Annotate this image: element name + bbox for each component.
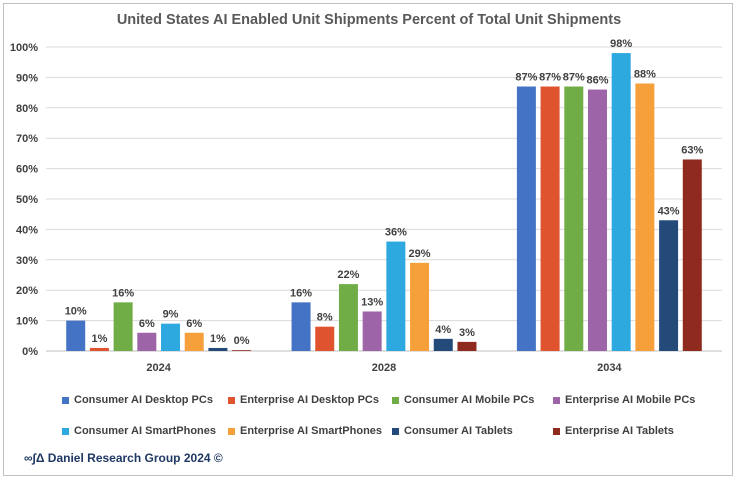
legend-swatch — [62, 427, 69, 435]
chart-frame — [3, 3, 733, 476]
bar — [232, 350, 252, 351]
x-tick-label: 2034 — [597, 362, 622, 374]
bar — [208, 347, 228, 351]
legend-label: Consumer AI Desktop PCs — [74, 394, 213, 406]
bar — [540, 86, 560, 352]
bar — [315, 326, 335, 351]
y-tick-label: 80% — [16, 103, 38, 115]
data-label: 1% — [210, 333, 226, 345]
legend-label: Enterprise AI SmartPhones — [240, 425, 383, 437]
bar — [564, 86, 584, 352]
bar — [516, 86, 536, 352]
y-tick-label: 50% — [16, 194, 38, 206]
data-label: 86% — [586, 75, 608, 87]
bar — [89, 347, 109, 351]
bar — [184, 332, 204, 351]
data-label: 4% — [435, 324, 451, 336]
data-label: 87% — [563, 72, 585, 84]
copyright-footer: ∞∫Δ Daniel Research Group 2024 © — [24, 451, 223, 465]
legend-item: Enterprise AI SmartPhones — [228, 424, 382, 438]
bar — [587, 89, 607, 351]
y-tick-label: 100% — [10, 42, 38, 54]
bar — [137, 332, 157, 351]
x-tick-label: 2024 — [146, 362, 171, 374]
data-label: 63% — [681, 144, 703, 156]
bar — [611, 53, 631, 352]
bar — [457, 341, 477, 351]
data-label: 88% — [634, 68, 656, 80]
data-label: 1% — [91, 333, 107, 345]
bar — [386, 241, 406, 351]
legend-item: Consumer AI Mobile PCs — [392, 393, 534, 407]
bar — [635, 83, 655, 351]
data-label: 98% — [610, 38, 632, 50]
bar — [659, 220, 679, 351]
data-label: 10% — [65, 306, 87, 318]
legend-label: Enterprise AI Tablets — [565, 425, 674, 437]
bar — [410, 262, 430, 351]
bar — [161, 323, 181, 351]
legend-swatch — [228, 396, 235, 404]
legend-label: Enterprise AI Mobile PCs — [565, 394, 696, 406]
y-tick-label: 30% — [16, 255, 38, 267]
legend-label: Consumer AI Mobile PCs — [404, 394, 535, 406]
y-tick-label: 90% — [16, 72, 38, 84]
data-label: 8% — [317, 312, 333, 324]
data-label: 43% — [658, 205, 680, 217]
legend-swatch — [553, 427, 560, 435]
legend-label: Consumer AI SmartPhones — [74, 425, 217, 437]
bar — [433, 338, 453, 351]
data-label: 16% — [112, 287, 134, 299]
legend-item: Enterprise AI Mobile PCs — [553, 393, 695, 407]
legend-item: Consumer AI SmartPhones — [62, 424, 216, 438]
y-tick-label: 60% — [16, 164, 38, 176]
legend-item: Enterprise AI Desktop PCs — [228, 393, 379, 407]
legend-swatch — [228, 427, 235, 435]
chart-title: United States AI Enabled Unit Shipments … — [116, 12, 622, 28]
y-tick-label: 40% — [16, 224, 38, 236]
y-tick-label: 20% — [16, 285, 38, 297]
data-label: 16% — [290, 287, 312, 299]
data-label: 87% — [539, 72, 561, 84]
legend-swatch — [62, 396, 69, 404]
data-label: 6% — [186, 318, 202, 330]
bar — [362, 311, 382, 351]
data-label: 9% — [163, 309, 179, 321]
bar — [66, 320, 86, 351]
y-tick-label: 10% — [16, 316, 38, 328]
legend-item: Enterprise AI Tablets — [553, 424, 674, 438]
legend-swatch — [553, 396, 560, 404]
bar — [338, 284, 358, 351]
legend-label: Consumer AI Tablets — [404, 425, 513, 437]
bar — [291, 302, 311, 351]
x-tick-label: 2028 — [372, 362, 396, 374]
legend-item: Consumer AI Desktop PCs — [62, 393, 213, 407]
data-label: 0% — [234, 335, 250, 347]
legend-swatch — [392, 396, 399, 404]
bar — [682, 159, 702, 351]
y-tick-label: 0% — [22, 346, 38, 358]
data-label: 87% — [515, 72, 537, 84]
legend-label: Enterprise AI Desktop PCs — [240, 394, 379, 406]
data-label: 6% — [139, 318, 155, 330]
data-label: 3% — [459, 327, 475, 339]
data-label: 29% — [409, 248, 431, 260]
data-label: 36% — [385, 227, 407, 239]
legend-item: Consumer AI Tablets — [392, 424, 513, 438]
bar — [113, 302, 133, 351]
data-label: 22% — [337, 269, 359, 281]
data-label: 13% — [361, 296, 383, 308]
legend-swatch — [392, 427, 399, 435]
y-tick-label: 70% — [16, 133, 38, 145]
